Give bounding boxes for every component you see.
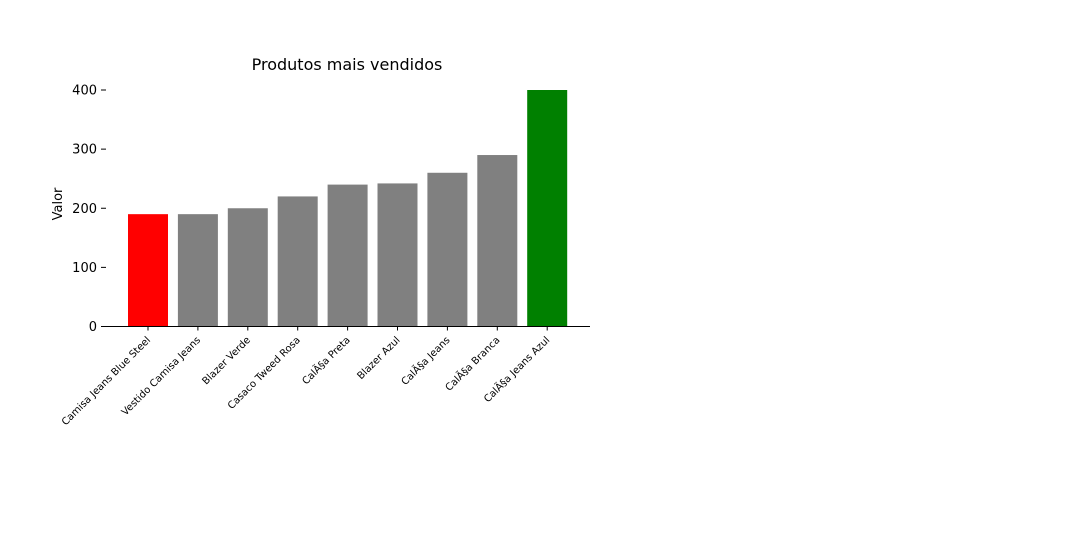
y-tick-label: 300	[72, 143, 97, 158]
bars-group	[128, 90, 568, 327]
x-tick-label: Blazer Azul	[355, 335, 402, 382]
x-tick-label: Camisa Jeans Blue Steel	[60, 335, 153, 428]
y-axis: 0 100 200 300 400	[72, 84, 106, 335]
bar	[327, 184, 368, 327]
y-tick-label: 400	[72, 84, 97, 99]
y-tick-label: 200	[72, 202, 97, 217]
y-axis-label: Valor	[51, 187, 66, 220]
bar	[377, 183, 418, 327]
bar	[128, 214, 168, 327]
bar	[177, 214, 218, 327]
y-tick-label: 0	[89, 320, 97, 335]
x-tick-label: CalÃ§a Preta	[299, 333, 353, 387]
bar	[427, 172, 468, 327]
y-tick-label: 100	[72, 261, 97, 276]
bar	[527, 90, 568, 327]
chart-title: Produtos mais vendidos	[252, 55, 443, 74]
x-tick-label: CalÃ§a Jeans	[398, 333, 452, 387]
bar	[477, 155, 518, 327]
bar	[227, 208, 268, 327]
x-tick-label: Blazer Verde	[201, 335, 253, 387]
bar	[277, 196, 318, 327]
